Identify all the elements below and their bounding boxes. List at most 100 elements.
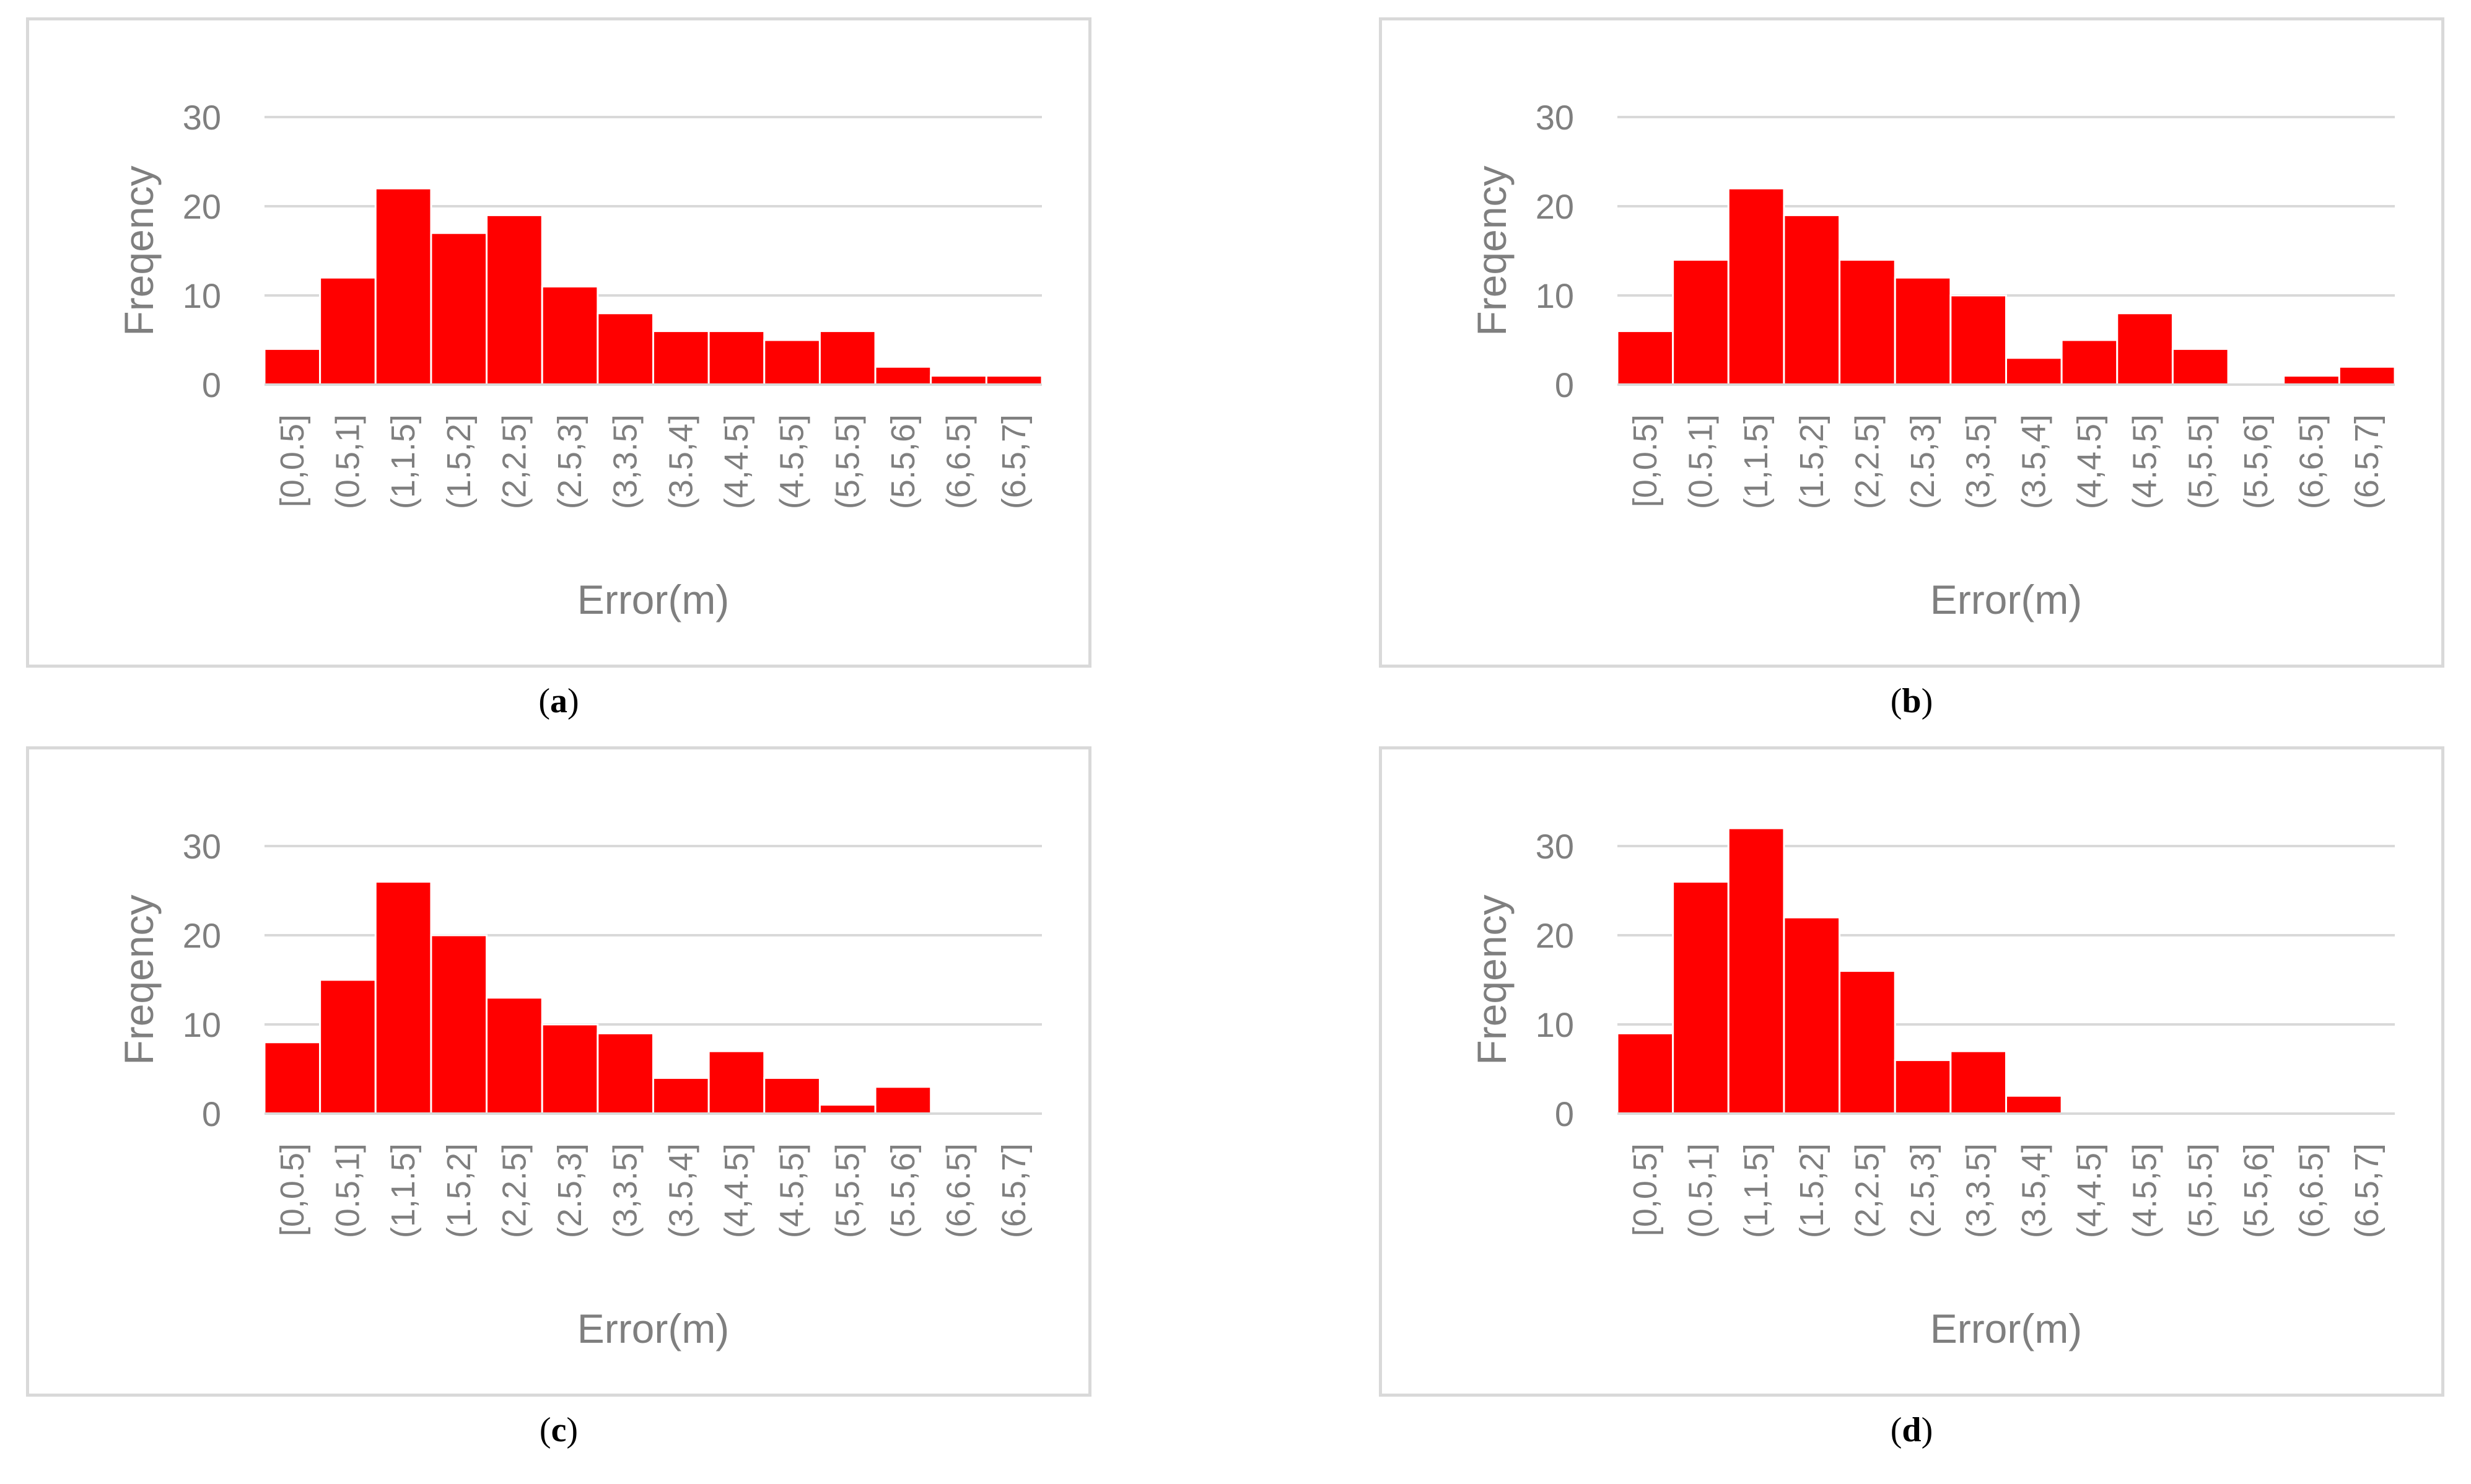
bar: [263, 1041, 321, 1115]
x-tick-label: (0.5,1]: [1682, 1143, 1719, 1238]
x-tick-label: (2.5,3]: [1904, 1143, 1941, 1238]
x-tick-label: (4.5,5]: [774, 414, 811, 509]
x-axis-title: Error(m): [577, 577, 730, 622]
x-tick-label: (6,6.5]: [2293, 1143, 2330, 1238]
x-tick-label: (2.5,3]: [551, 414, 588, 509]
chart-panel-a: 0 10 20 30 [0,0.5] (0.5,1] (1,1.5] (1.5,2] (2,2.…: [26, 17, 1091, 736]
bar: [2005, 357, 2063, 386]
x-tick-label: (3.5,4]: [662, 1143, 699, 1238]
x-tick-label: (6,6.5]: [940, 414, 977, 509]
bar: [1839, 970, 1896, 1115]
x-tick-label: (5.5,6]: [885, 1143, 922, 1238]
x-tick-label: (3,3.5]: [607, 1143, 644, 1238]
y-axis-title: Freqency: [116, 894, 162, 1065]
y-tick-label: 0: [1555, 365, 1574, 404]
y-tick-label: 20: [1536, 187, 1574, 226]
x-tick-label: (1,1.5]: [385, 1143, 422, 1238]
bar: [319, 276, 377, 386]
histogram-c: 0 10 20 30 [0,0.5] (0.5,1] (1,1.5] (1.5,2] (2,2.…: [116, 827, 1042, 1351]
chart-frame: 0 10 20 30 [0,0.5] (0.5,1] (1,1.5] (1.5,2] (2,2.…: [1379, 746, 2444, 1397]
x-tick-label: (4.5,5]: [774, 1143, 811, 1238]
y-tick-label: 30: [1536, 98, 1574, 137]
x-tick-label: (3.5,4]: [2015, 414, 2052, 509]
x-tick-label: (4,4.5]: [2071, 1143, 2108, 1238]
x-tick-label: (2.5,3]: [551, 1143, 588, 1238]
x-tick-label: (4.5,5]: [2127, 414, 2164, 509]
y-axis-title: Freqency: [1469, 894, 1515, 1065]
x-tick-label: (1,1.5]: [1738, 1143, 1775, 1238]
bar: [2116, 312, 2174, 386]
chart-panel-b: 0 10 20 30 [0,0.5] (0.5,1] (1,1.5] (1.5,2] (2,2.…: [1379, 17, 2444, 736]
bar: [1616, 330, 1674, 386]
x-tick-label: (4.5,5]: [2127, 1143, 2164, 1238]
x-tick-label: (1,1.5]: [385, 414, 422, 509]
caption-close: ): [1921, 1411, 1933, 1449]
caption-a: (a): [26, 681, 1091, 721]
caption-b: (b): [1379, 681, 2444, 721]
bar: [541, 1023, 599, 1115]
x-tick-label: (5.5,6]: [2237, 1143, 2275, 1238]
caption-close: ): [567, 682, 579, 720]
x-tick-label: (3.5,4]: [2015, 1143, 2052, 1238]
histogram-d: 0 10 20 30 [0,0.5] (0.5,1] (1,1.5] (1.5,2] (2,2.…: [1469, 827, 2395, 1351]
x-tick-label: (6.5,7]: [2348, 414, 2386, 509]
bar: [874, 365, 932, 386]
x-axis-title: Error(m): [1930, 577, 2083, 622]
chart-panel-d: 0 10 20 30 [0,0.5] (0.5,1] (1,1.5] (1.5,2] (2,2.…: [1379, 746, 2444, 1465]
caption-open: (: [1890, 682, 1902, 720]
x-tick-label: (2,2.5]: [1848, 414, 1886, 509]
bar: [1949, 294, 2007, 386]
caption-label: a: [550, 682, 567, 720]
caption-label: c: [551, 1411, 567, 1449]
bar: [707, 1050, 766, 1115]
y-tick-label: 30: [1536, 827, 1574, 866]
x-tick-label: (6.5,7]: [995, 1143, 1033, 1238]
x-tick-label: (0.5,1]: [1682, 414, 1719, 509]
y-tick-label: 10: [1536, 1005, 1574, 1044]
bar: [2060, 339, 2119, 386]
histogram-a: 0 10 20 30 [0,0.5] (0.5,1] (1,1.5] (1.5,2] (2,2.…: [116, 98, 1043, 622]
x-tick-label: (2,2.5]: [496, 1143, 533, 1238]
x-tick-label: (2,2.5]: [1848, 1143, 1886, 1238]
x-tick-label: (5.5,6]: [885, 414, 922, 509]
bar: [1894, 1059, 1952, 1115]
x-tick-label: [0,0.5]: [1627, 1143, 1664, 1236]
x-axis-title: Error(m): [1930, 1306, 2083, 1351]
y-tick-label: 0: [202, 1094, 221, 1133]
caption-open: (: [539, 1411, 551, 1449]
x-tick-label: (2.5,3]: [1904, 414, 1941, 509]
bar: [430, 232, 488, 386]
bar: [430, 934, 488, 1115]
y-tick-label: 30: [183, 98, 221, 137]
x-axis-title: Error(m): [577, 1306, 730, 1351]
y-axis-title: Freqency: [116, 165, 162, 336]
x-tick-label: (5,5.5]: [2182, 414, 2219, 509]
x-tick-label: (6,6.5]: [940, 1143, 977, 1238]
bar: [1672, 881, 1730, 1115]
y-tick-label: 20: [183, 916, 221, 955]
x-tick-label: (0.5,1]: [329, 414, 366, 509]
x-tick-label: (5.5,6]: [2237, 414, 2275, 509]
bar: [1839, 258, 1896, 386]
y-tick-label: 0: [1555, 1094, 1574, 1133]
caption-label: b: [1902, 682, 1922, 720]
bar: [597, 1032, 654, 1115]
bar: [818, 330, 877, 386]
x-tick-label: (5,5.5]: [829, 1143, 866, 1238]
x-tick-label: (1.5,2]: [440, 414, 478, 509]
x-tick-label: (1.5,2]: [1793, 1143, 1830, 1238]
y-tick-label: 10: [1536, 276, 1574, 315]
bar: [707, 330, 766, 386]
caption-c: (c): [26, 1410, 1091, 1450]
chart-frame: 0 10 20 30 [0,0.5] (0.5,1] (1,1.5] (1.5,2] (2,2.…: [26, 746, 1091, 1397]
x-tick-label: (1.5,2]: [1793, 414, 1830, 509]
histogram-b: 0 10 20 30 [0,0.5] (0.5,1] (1,1.5] (1.5,2] (2,2.…: [1469, 98, 2396, 622]
bar: [2283, 375, 2340, 386]
x-tick-label: (6.5,7]: [2348, 1143, 2386, 1238]
x-tick-label: (3,3.5]: [607, 414, 644, 509]
x-tick-label: (3,3.5]: [1960, 414, 1997, 509]
bar: [2338, 365, 2396, 386]
bar: [763, 339, 821, 386]
y-tick-label: 0: [202, 365, 221, 404]
caption-close: ): [566, 1411, 579, 1449]
